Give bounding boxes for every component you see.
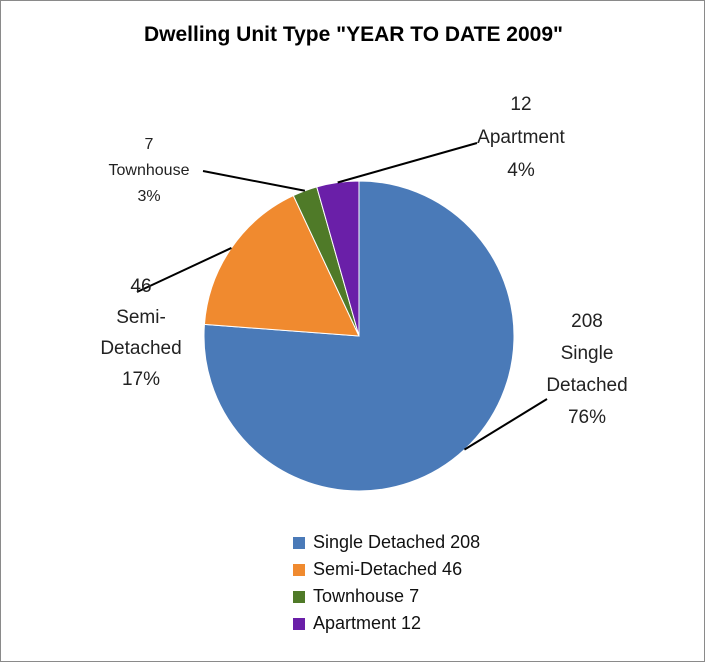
leader-line (202, 170, 306, 192)
pie-slice-apartment (316, 180, 360, 337)
data-label-semi-detached: 46 Semi-Detached 17% (100, 276, 181, 390)
legend-item: Apartment 12 (293, 610, 480, 637)
chart-title: Dwelling Unit Type "YEAR TO DATE 2009" (144, 23, 563, 46)
legend-item: Single Detached 208 (293, 529, 480, 556)
legend-label: Apartment 12 (313, 613, 422, 633)
leader-line (337, 142, 478, 184)
legend-item: Townhouse 7 (293, 583, 480, 610)
data-label-single-detached: 208 Single Detached 76% (546, 311, 627, 428)
legend-label: Townhouse 7 (313, 586, 420, 606)
legend: Single Detached 208 Semi-Detached 46 Townh… (293, 529, 480, 637)
legend-swatch (293, 536, 305, 549)
legend-item: Semi-Detached 46 (293, 556, 480, 583)
legend-swatch (293, 563, 305, 576)
data-label-apartment: 12 Apartment 4% (477, 94, 565, 181)
legend-label: Semi-Detached 46 (313, 559, 463, 579)
pie-slice-single-detached (203, 180, 515, 492)
data-label-townhouse: 7 Townhouse 3% (109, 136, 190, 205)
legend-label: Single Detached 208 (313, 532, 481, 552)
leader-line (136, 247, 232, 293)
leader-line (463, 398, 548, 451)
legend-swatch (293, 617, 305, 630)
legend-swatch (293, 590, 305, 603)
